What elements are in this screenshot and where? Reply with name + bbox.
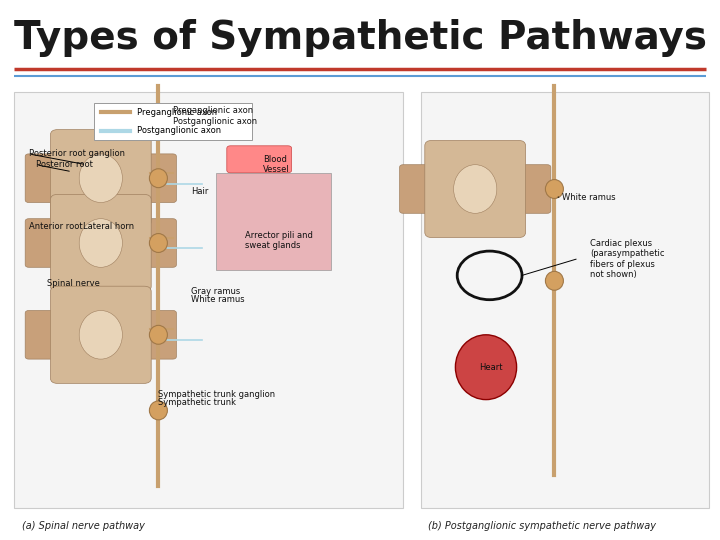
Text: Postganglionic axon: Postganglionic axon xyxy=(173,117,257,126)
Text: Spinal nerve: Spinal nerve xyxy=(47,279,99,288)
Ellipse shape xyxy=(79,219,122,267)
FancyBboxPatch shape xyxy=(50,130,151,227)
FancyBboxPatch shape xyxy=(508,165,551,213)
Ellipse shape xyxy=(456,335,517,400)
Text: Arrector pili and
sweat glands: Arrector pili and sweat glands xyxy=(245,231,312,250)
Text: White ramus: White ramus xyxy=(191,295,244,304)
Ellipse shape xyxy=(150,401,167,420)
Ellipse shape xyxy=(546,271,563,291)
Text: Preganglionic axon: Preganglionic axon xyxy=(173,106,253,115)
Text: Blood
Vessel: Blood Vessel xyxy=(263,155,289,174)
Ellipse shape xyxy=(79,310,122,359)
FancyBboxPatch shape xyxy=(133,219,176,267)
Text: Hair: Hair xyxy=(191,187,208,196)
Text: Posterior root: Posterior root xyxy=(36,160,93,169)
FancyBboxPatch shape xyxy=(133,154,176,202)
Ellipse shape xyxy=(150,168,167,187)
FancyBboxPatch shape xyxy=(14,92,403,508)
Text: (b) Postganglionic sympathetic nerve pathway: (b) Postganglionic sympathetic nerve pat… xyxy=(428,521,657,531)
FancyBboxPatch shape xyxy=(216,173,331,270)
Text: Posterior root ganglion: Posterior root ganglion xyxy=(29,150,125,158)
Ellipse shape xyxy=(546,179,563,198)
Text: Anterior root: Anterior root xyxy=(29,222,82,231)
Text: Sympathetic trunk ganglion: Sympathetic trunk ganglion xyxy=(158,390,276,399)
FancyBboxPatch shape xyxy=(50,194,151,292)
Ellipse shape xyxy=(150,325,167,345)
Ellipse shape xyxy=(79,154,122,202)
FancyBboxPatch shape xyxy=(421,92,709,508)
FancyBboxPatch shape xyxy=(25,310,68,359)
Text: Lateral horn: Lateral horn xyxy=(83,222,134,231)
Ellipse shape xyxy=(454,165,497,213)
Text: (a) Spinal nerve pathway: (a) Spinal nerve pathway xyxy=(22,521,145,531)
Text: Sympathetic trunk: Sympathetic trunk xyxy=(158,398,236,407)
FancyBboxPatch shape xyxy=(25,154,68,202)
FancyBboxPatch shape xyxy=(94,103,252,140)
FancyBboxPatch shape xyxy=(133,310,176,359)
Ellipse shape xyxy=(150,233,167,253)
Text: Cardiac plexus
(parasympathetic
fibers of plexus
not shown): Cardiac plexus (parasympathetic fibers o… xyxy=(590,239,665,279)
Text: Gray ramus: Gray ramus xyxy=(191,287,240,296)
Text: Heart: Heart xyxy=(479,363,503,372)
FancyBboxPatch shape xyxy=(227,146,292,173)
Text: White ramus: White ramus xyxy=(562,193,615,201)
FancyBboxPatch shape xyxy=(50,286,151,383)
FancyBboxPatch shape xyxy=(425,140,526,238)
Text: Types of Sympathetic Pathways: Types of Sympathetic Pathways xyxy=(14,19,706,57)
FancyBboxPatch shape xyxy=(25,219,68,267)
Text: Postganglionic axon: Postganglionic axon xyxy=(137,126,221,135)
FancyBboxPatch shape xyxy=(400,165,443,213)
Text: Preganglionic axon: Preganglionic axon xyxy=(137,108,217,117)
